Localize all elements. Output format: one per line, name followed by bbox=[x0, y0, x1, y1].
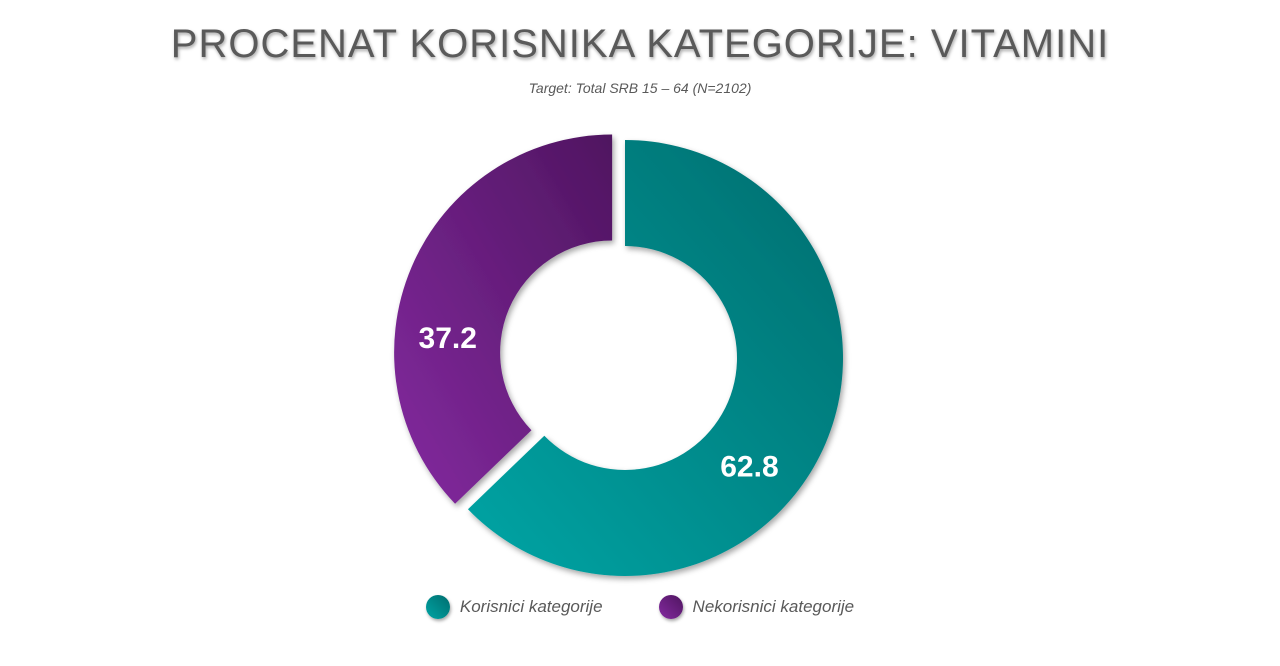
donut-slice-nekorisnici bbox=[394, 134, 613, 504]
chart-title: PROCENAT KORISNIKA KATEGORIJE: VITAMINI bbox=[170, 22, 1110, 66]
legend-swatch-nekorisnici bbox=[658, 595, 683, 619]
legend-label-korisnici: Korisnici kategorije bbox=[459, 597, 603, 616]
data-label-nekorisnici: 37.2 bbox=[419, 322, 477, 355]
chart-legend: Korisnici kategorije Nekorisnici kategor… bbox=[0, 595, 1280, 619]
legend-item-korisnici: Korisnici kategorije bbox=[425, 595, 603, 619]
donut-slice-korisnici bbox=[467, 140, 843, 576]
data-label-korisnici: 62.8 bbox=[720, 450, 778, 483]
legend-swatch-korisnici bbox=[425, 595, 450, 619]
legend-item-nekorisnici: Nekorisnici kategorije bbox=[658, 595, 855, 619]
legend-label-nekorisnici: Nekorisnici kategorije bbox=[692, 597, 855, 616]
chart-subtitle: Target: Total SRB 15 – 64 (N=2102) bbox=[528, 80, 752, 96]
